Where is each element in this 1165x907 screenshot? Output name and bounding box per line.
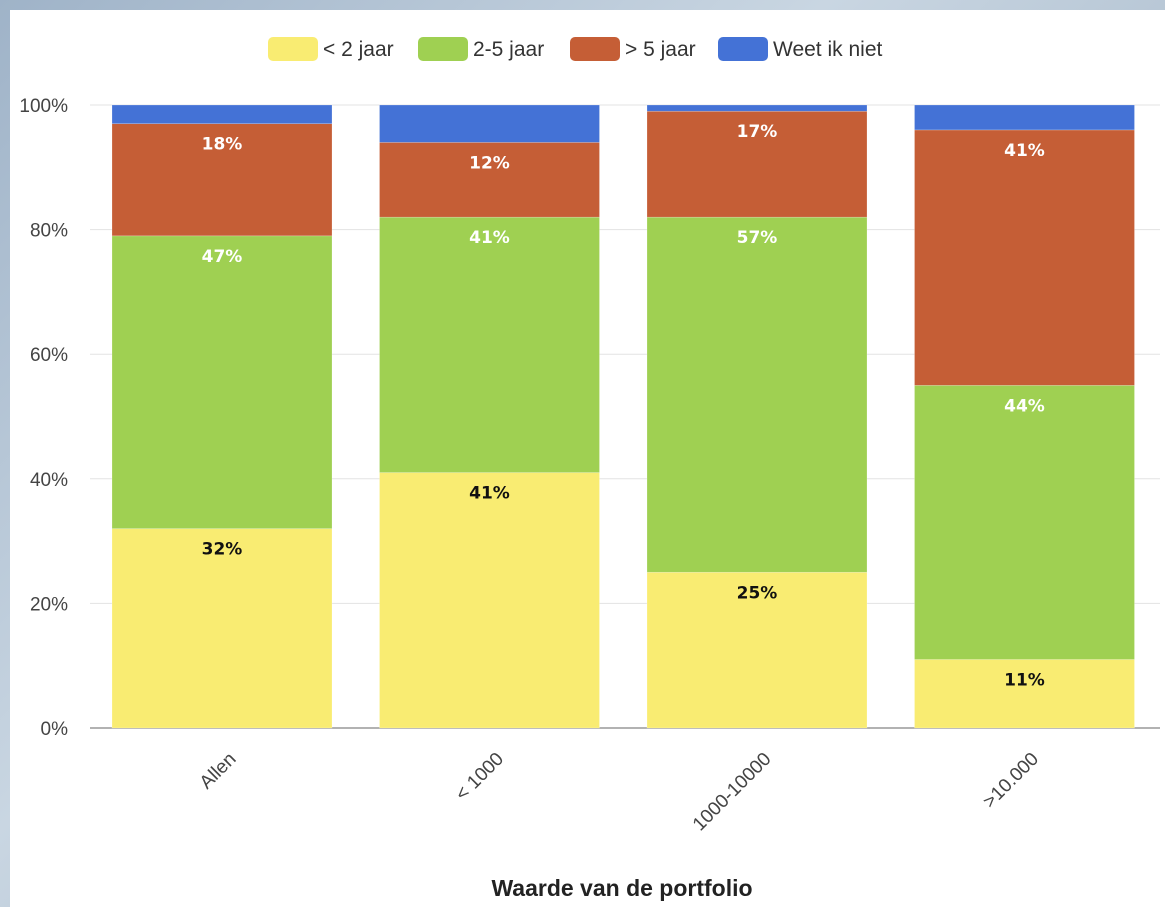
x-tick-label: < 1000	[452, 749, 508, 805]
data-label: 44%	[1004, 396, 1045, 416]
legend-swatch	[718, 37, 768, 61]
legend-label: Weet ik niet	[773, 38, 882, 61]
bars-layer	[112, 105, 1135, 728]
y-tick-label: 60%	[30, 345, 68, 366]
x-tick-label: 1000-10000	[689, 749, 776, 836]
data-label: 32%	[202, 540, 243, 560]
legend-swatch	[268, 37, 318, 61]
bar-segment	[915, 385, 1135, 659]
data-label: 25%	[737, 583, 778, 603]
x-tick-label: Allen	[196, 749, 241, 794]
legend-swatch	[570, 37, 620, 61]
bar-segment	[915, 130, 1135, 385]
stacked-bar-chart: 32% 47% 18% 41% 41% 12% 25% 57% 17% 11% 44% 41% 0% 2…	[10, 10, 1165, 907]
y-tick-label: 20%	[30, 594, 68, 615]
legend-label: 2-5 jaar	[473, 38, 544, 61]
data-label: 18%	[202, 135, 243, 155]
legend-swatch	[418, 37, 468, 61]
y-tick-label: 80%	[30, 221, 68, 242]
data-label: 12%	[469, 153, 510, 173]
bar-segment	[380, 105, 600, 142]
x-tick-label: >10.000	[979, 749, 1043, 813]
bar-segment	[915, 105, 1135, 130]
data-label: 17%	[737, 122, 778, 142]
data-label: 41%	[469, 484, 510, 504]
bar-segment	[647, 105, 867, 111]
bar-segment	[112, 105, 332, 124]
legend-label: > 5 jaar	[625, 38, 696, 61]
y-tick-label: 40%	[30, 470, 68, 491]
data-label: 57%	[737, 228, 778, 248]
legend: < 2 jaar 2-5 jaar > 5 jaar Weet ik niet	[268, 37, 882, 61]
data-label: 41%	[1004, 141, 1045, 161]
bar-segment	[380, 473, 600, 728]
chart-panel: 32% 47% 18% 41% 41% 12% 25% 57% 17% 11% 44% 41% 0% 2…	[10, 10, 1165, 907]
y-tick-label: 100%	[19, 96, 68, 117]
data-label: 41%	[469, 228, 510, 248]
y-tick-label: 0%	[41, 719, 69, 740]
x-axis-title: Waarde van de portfolio	[491, 875, 752, 901]
bar-segment	[380, 217, 600, 472]
legend-label: < 2 jaar	[323, 38, 394, 61]
data-label: 47%	[202, 247, 243, 267]
bar-segment	[647, 217, 867, 572]
bar-segment	[112, 236, 332, 529]
data-label: 11%	[1004, 670, 1045, 690]
